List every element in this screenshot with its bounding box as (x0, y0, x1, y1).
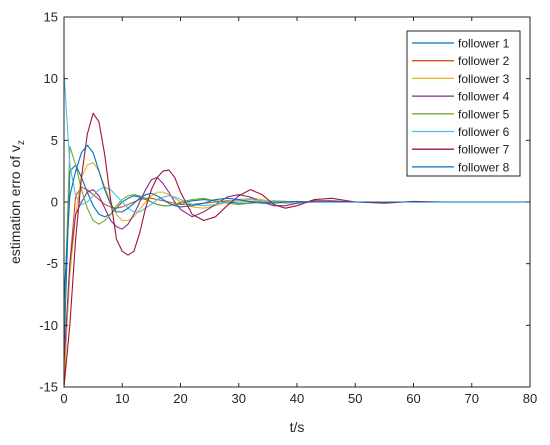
legend-label-5: follower 5 (458, 107, 510, 121)
legend: follower 1 follower 2 follower 3 follower 4… (406, 30, 521, 177)
y-axis-label-subscript: z (16, 140, 27, 145)
legend-label-7: follower 7 (458, 143, 510, 157)
x-tick-label: 70 (465, 391, 479, 406)
y-tick-label: -10 (39, 318, 58, 333)
y-tick-label: 10 (44, 71, 58, 86)
x-tick-label: 50 (348, 391, 362, 406)
legend-box (406, 30, 521, 177)
legend-label-8: follower 8 (458, 160, 510, 174)
legend-label-1: follower 1 (458, 37, 510, 51)
x-tick-label: 20 (173, 391, 187, 406)
series-layer (64, 72, 530, 387)
legend-label-4: follower 4 (458, 90, 510, 104)
x-tick-label: 80 (523, 391, 537, 406)
x-tick-label: 30 (232, 391, 246, 406)
legend-label-3: follower 3 (458, 72, 510, 86)
series-line-4 (64, 176, 530, 363)
x-tick-label: 0 (60, 391, 67, 406)
ticks-layer: 0 10 20 30 40 50 60 70 80 -15 -10 -5 0 5 10 15 (39, 10, 537, 407)
y-tick-label: 15 (44, 10, 58, 25)
legend-label-2: follower 2 (458, 54, 510, 68)
y-axis-label-main: estimation erro of v (7, 145, 23, 264)
y-tick-label: -5 (46, 256, 58, 271)
legend-label-6: follower 6 (458, 125, 510, 139)
x-tick-label: 40 (290, 391, 304, 406)
y-tick-label: 5 (51, 133, 58, 148)
series-line-8 (64, 144, 530, 301)
y-axis-label: estimation erro of vz (7, 140, 27, 264)
y-tick-label: -15 (39, 380, 58, 395)
series-line-7 (64, 112, 530, 387)
x-tick-label: 10 (115, 391, 129, 406)
x-axis-label: t/s (290, 419, 305, 435)
y-tick-label: 0 (51, 195, 58, 210)
x-tick-label: 60 (406, 391, 420, 406)
series-line-1 (64, 164, 530, 351)
